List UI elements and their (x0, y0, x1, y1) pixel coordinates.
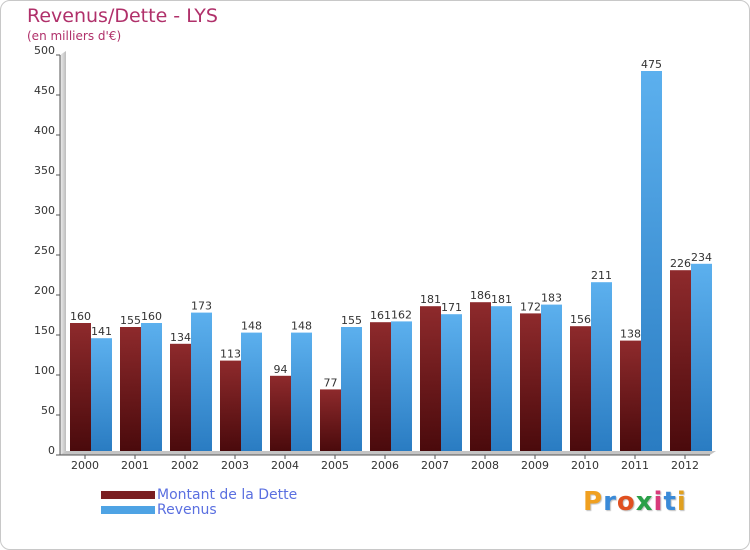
bar-revenus (241, 332, 262, 451)
value-label-revenus: 148 (291, 320, 312, 333)
y-tick-label: 150 (34, 324, 55, 337)
x-tick-label: 2004 (271, 459, 299, 472)
bar-revenus (691, 263, 712, 451)
value-label-revenus: 162 (391, 308, 412, 321)
value-label-revenus: 211 (591, 269, 612, 282)
chart-title: Revenus/Dette - LYS (27, 5, 218, 27)
proxiti-logo: Proxiti (583, 487, 687, 517)
y-tick-label: 400 (34, 124, 55, 137)
legend-label-revenus: Revenus (157, 502, 217, 518)
value-label-dette: 134 (170, 331, 191, 344)
bar-revenus (291, 332, 312, 451)
legend-swatch-revenus (101, 506, 155, 514)
y-tick-label: 50 (41, 404, 55, 417)
value-label-revenus: 141 (91, 325, 112, 338)
value-label-revenus: 160 (141, 310, 162, 323)
y-tick-label: 0 (48, 444, 55, 457)
bar-dette (670, 270, 691, 451)
legend-item-dette: Montant de la Dette (101, 487, 298, 503)
bar-revenus (541, 304, 562, 451)
logo-letter: i (653, 487, 664, 517)
x-tick-label: 2006 (371, 459, 399, 472)
y-tick-label: 500 (34, 44, 55, 57)
bar-revenus (391, 321, 412, 451)
y-tick-label: 200 (34, 284, 55, 297)
value-label-dette: 181 (420, 293, 441, 306)
x-tick-label: 2002 (171, 459, 199, 472)
x-tick-label: 2009 (521, 459, 549, 472)
bar-dette (520, 313, 541, 451)
bar-revenus (491, 306, 512, 451)
chart-subtitle: (en milliers d'€) (27, 29, 122, 43)
x-tick-label: 2000 (71, 459, 99, 472)
bar-revenus (641, 71, 662, 451)
value-label-dette: 94 (274, 363, 288, 376)
bar-dette (70, 323, 91, 451)
value-label-revenus: 183 (541, 292, 562, 305)
bar-dette (320, 389, 341, 451)
bar-dette (120, 327, 141, 451)
y-tick-label: 250 (34, 244, 55, 257)
x-tick-label: 2010 (571, 459, 599, 472)
x-tick-label: 2005 (321, 459, 349, 472)
value-label-revenus: 155 (341, 314, 362, 327)
logo-letter: o (616, 487, 636, 517)
x-tick-label: 2001 (121, 459, 149, 472)
bar-dette (420, 306, 441, 451)
bar-dette (220, 360, 241, 451)
bar-dette (270, 375, 291, 451)
x-tick-label: 2007 (421, 459, 449, 472)
legend-item-revenus: Revenus (101, 502, 217, 518)
logo-letter: x (635, 487, 654, 517)
bar-revenus (591, 282, 612, 451)
x-tick-label: 2012 (671, 459, 699, 472)
value-label-dette: 172 (520, 300, 541, 313)
x-tick-label: 2008 (471, 459, 499, 472)
x-tick-label: 2011 (621, 459, 649, 472)
logo-letter: i (676, 487, 687, 517)
y-tick-label: 350 (34, 164, 55, 177)
bar-dette (370, 322, 391, 451)
bar-dette (570, 326, 591, 451)
bar-dette (620, 340, 641, 451)
bar-revenus (441, 314, 462, 451)
value-label-revenus: 475 (641, 58, 662, 71)
logo-letter: P (583, 487, 604, 517)
logo-letter: r (603, 487, 617, 517)
value-label-revenus: 171 (441, 301, 462, 314)
value-label-dette: 113 (220, 348, 241, 361)
value-label-dette: 160 (70, 310, 91, 323)
bar-revenus (91, 338, 112, 451)
bar-dette (470, 302, 491, 451)
value-label-dette: 226 (670, 257, 691, 270)
value-label-revenus: 148 (241, 320, 262, 333)
x-tick-label: 2003 (221, 459, 249, 472)
y-tick-label: 300 (34, 204, 55, 217)
value-label-revenus: 173 (191, 300, 212, 313)
value-label-dette: 155 (120, 314, 141, 327)
bar-revenus (141, 323, 162, 451)
value-label-dette: 161 (370, 309, 391, 322)
y-tick-label: 100 (34, 364, 55, 377)
value-label-dette: 77 (324, 376, 338, 389)
value-label-revenus: 181 (491, 293, 512, 306)
legend-swatch-dette (101, 491, 155, 499)
y-tick-label: 450 (34, 84, 55, 97)
value-label-revenus: 234 (691, 251, 712, 264)
legend-label-dette: Montant de la Dette (157, 487, 298, 503)
value-label-dette: 156 (570, 313, 591, 326)
bar-revenus (191, 312, 212, 451)
bar-dette (170, 343, 191, 451)
logo-letter: t (663, 487, 677, 517)
bar-revenus (341, 327, 362, 451)
value-label-dette: 138 (620, 328, 641, 341)
axis-wall (60, 51, 66, 455)
axis-floor (60, 451, 716, 455)
value-label-dette: 186 (470, 289, 491, 302)
